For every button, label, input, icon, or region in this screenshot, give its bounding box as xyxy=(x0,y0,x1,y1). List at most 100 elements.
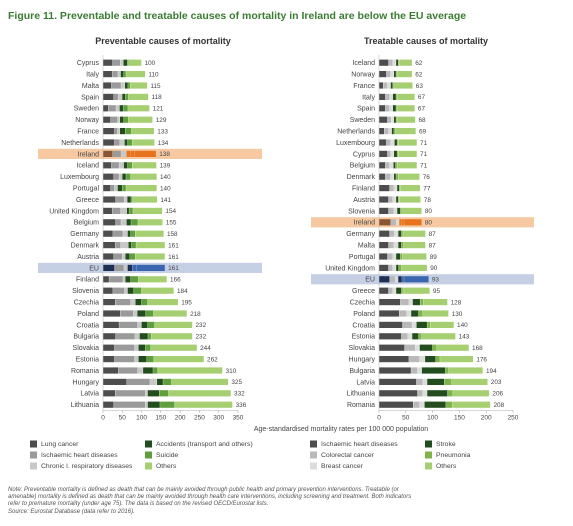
legend: Lung cancer Accidents (transport and othe… xyxy=(30,440,471,470)
bar-segment-accidents-transport-and-others xyxy=(125,253,130,260)
figure-title: Figure 11. Preventable and treatable cau… xyxy=(8,10,467,22)
category-label: Lithuania xyxy=(347,391,376,398)
category-label: Greece xyxy=(352,288,375,295)
bar-segment-ischaemic-heart-diseases xyxy=(114,128,118,135)
legend-label: Others xyxy=(436,463,457,470)
bar-segment-suicide xyxy=(148,333,151,340)
legend-label: Colorectal cancer xyxy=(321,452,375,459)
bar-segment-colorectal-cancer xyxy=(389,276,395,283)
bar-segment-ischaemic-heart-diseases xyxy=(379,185,390,192)
bar-segment-suicide xyxy=(159,390,169,397)
bar-segment-accidents-transport-and-others xyxy=(147,390,160,397)
bar-segment-stroke xyxy=(424,401,446,408)
bar-segment-pneumonia xyxy=(435,356,440,363)
bar-segment-accidents-transport-and-others xyxy=(124,139,128,146)
legend-swatch-ischaemic-heart-diseases xyxy=(310,440,317,448)
bar-segment-others xyxy=(136,264,165,271)
bar-segment-accidents-transport-and-others xyxy=(126,150,131,157)
category-label: Iceland xyxy=(352,60,375,67)
bar-segment-ischaemic-heart-diseases xyxy=(120,310,134,317)
bar-segment-breast-cancer xyxy=(412,321,417,328)
legend-label: Ischaemic heart diseases xyxy=(321,441,398,448)
bar-segment-colorectal-cancer xyxy=(386,139,391,146)
bar-segment-others xyxy=(126,71,146,78)
legend-swatch-pneumonia xyxy=(425,451,432,459)
bar-segment-stroke xyxy=(391,128,394,135)
bar-segment-colorectal-cancer xyxy=(401,333,408,340)
bar-segment-accidents-transport-and-others xyxy=(126,219,131,226)
total-value-label: 80 xyxy=(425,208,433,215)
bar-segment-others xyxy=(147,299,178,306)
bar-segment-chronic-l-respiratory-diseases xyxy=(135,333,140,340)
bar-segment-accidents-transport-and-others xyxy=(137,310,146,317)
category-label: Italy xyxy=(86,72,99,79)
bar-segment-colorectal-cancer xyxy=(400,299,409,306)
bar-segment-ischaemic-heart-diseases xyxy=(379,367,411,374)
total-value-label: 141 xyxy=(160,197,171,204)
bar-segment-others xyxy=(132,162,157,169)
bar-segment-ischaemic-heart-diseases xyxy=(115,333,135,340)
category-label: Hungary xyxy=(349,357,376,364)
bar-segment-colorectal-cancer xyxy=(409,356,420,363)
bar-segment-lung-cancer xyxy=(103,128,115,135)
total-value-label: 90 xyxy=(430,265,438,272)
total-value-label: 218 xyxy=(190,311,201,318)
source-line: Source: Eurostat Database (data refer to… xyxy=(8,508,135,515)
category-label: EU xyxy=(365,277,375,284)
bar-segment-breast-cancer xyxy=(389,162,394,169)
bar-segment-colorectal-cancer xyxy=(388,242,394,249)
bar-segment-suicide xyxy=(153,367,158,374)
bar-segment-breast-cancer xyxy=(390,71,394,78)
total-value-label: 69 xyxy=(419,128,427,135)
bar-segment-lung-cancer xyxy=(103,116,111,123)
bar-segment-suicide xyxy=(133,287,142,294)
bar-segment-breast-cancer xyxy=(395,276,398,283)
category-label: Norway xyxy=(351,72,375,79)
total-value-label: 121 xyxy=(153,106,164,113)
bar-segment-breast-cancer xyxy=(394,242,398,249)
bar-segment-lung-cancer xyxy=(103,242,116,249)
bar-segment-stroke xyxy=(419,344,433,351)
bar-segment-colorectal-cancer xyxy=(399,310,407,317)
total-value-label: 155 xyxy=(166,220,177,227)
category-label: Cyprus xyxy=(353,151,376,158)
bar-segment-chronic-l-respiratory-diseases xyxy=(124,196,127,203)
bar-segment-suicide xyxy=(131,196,133,203)
bar-segment-ischaemic-heart-diseases xyxy=(379,150,388,157)
x-tick-label: 150 xyxy=(155,414,166,421)
bar-segment-pneumonia xyxy=(400,253,403,260)
bar-segment-ischaemic-heart-diseases xyxy=(379,321,403,328)
legend-swatch-ischaemic-heart-diseases xyxy=(30,451,37,459)
total-value-label: 310 xyxy=(226,368,237,375)
bar-segment-chronic-l-respiratory-diseases xyxy=(118,93,122,100)
bar-segment-ischaemic-heart-diseases xyxy=(379,344,405,351)
category-label: Sweden xyxy=(74,106,99,113)
bar-segment-colorectal-cancer xyxy=(417,390,423,397)
bar-segment-others xyxy=(397,162,417,169)
category-label: Poland xyxy=(77,311,99,318)
bar-segment-stroke xyxy=(425,356,436,363)
bar-segment-stroke xyxy=(396,59,398,66)
bar-segment-suicide xyxy=(129,207,133,214)
category-label: Finland xyxy=(352,186,375,193)
category-label: United Kingdom xyxy=(325,265,375,272)
x-tick-label: 0 xyxy=(377,414,381,421)
bar-segment-others xyxy=(150,344,197,351)
bar-segment-pneumonia xyxy=(402,219,404,226)
bar-segment-ischaemic-heart-diseases xyxy=(379,242,389,249)
bar-segment-accidents-transport-and-others xyxy=(119,105,124,112)
bar-segment-others xyxy=(452,401,491,408)
bar-segment-pneumonia xyxy=(396,93,397,100)
bar-segment-lung-cancer xyxy=(103,173,114,180)
bar-segment-stroke xyxy=(427,378,445,385)
bar-segment-chronic-l-respiratory-diseases xyxy=(150,378,157,385)
bar-segment-lung-cancer xyxy=(103,378,127,385)
category-label: Belgium xyxy=(350,163,375,170)
bar-segment-colorectal-cancer xyxy=(385,173,391,180)
x-tick-label: 200 xyxy=(175,414,186,421)
category-label: Lithuania xyxy=(71,402,100,409)
bar-segment-breast-cancer xyxy=(422,390,427,397)
category-label: Bulgaria xyxy=(349,368,375,375)
bar-segment-others xyxy=(402,253,427,260)
total-value-label: 87 xyxy=(429,242,437,249)
